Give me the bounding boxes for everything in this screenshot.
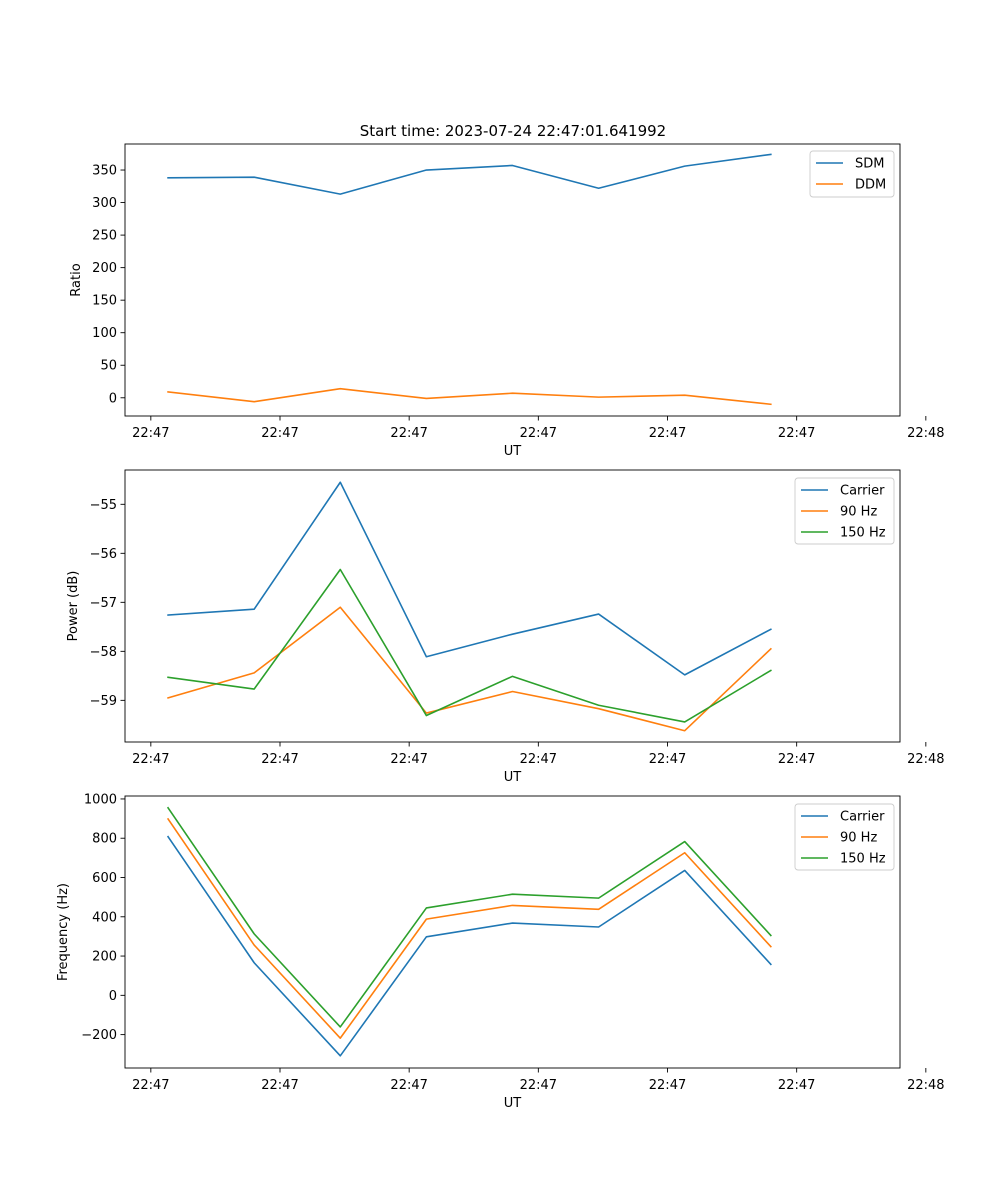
series-line-150-hz xyxy=(167,568,772,723)
legend-label: 90 Hz xyxy=(840,505,877,520)
legend-box xyxy=(794,477,895,545)
legend-label: 90 Hz xyxy=(840,831,877,846)
series-line-90-hz xyxy=(166,817,772,1039)
y-tick-label: 400 xyxy=(92,910,117,925)
legend-label: Carrier xyxy=(840,810,885,825)
y-tick-label: −55 xyxy=(90,498,117,513)
series-line-carrier xyxy=(167,481,772,676)
y-tick-label: 200 xyxy=(92,261,117,276)
y-tick-label: 150 xyxy=(92,294,117,309)
y-axis-label: Power (dB) xyxy=(66,571,81,642)
x-tick-label: 22:48 xyxy=(907,1078,944,1093)
chart-title: Start time: 2023-07-24 22:47:01.641992 xyxy=(360,122,666,140)
x-axis-label: UT xyxy=(504,444,522,459)
y-tick-label: 350 xyxy=(92,164,117,179)
series-line-150-hz xyxy=(166,806,772,1028)
series-line-ddm xyxy=(167,387,772,406)
y-tick-label: 50 xyxy=(100,359,117,374)
x-tick-label: 22:47 xyxy=(778,426,815,441)
panel-3: 22:47 22:47 22:47 22:47 22:47 22:47 22:48 −200 0… xyxy=(56,792,945,1111)
y-tick-label: 1000 xyxy=(84,792,117,807)
legend-label: Carrier xyxy=(840,484,885,499)
legend-label: 150 Hz xyxy=(840,526,886,541)
y-tick-label: 0 xyxy=(109,989,117,1004)
x-tick-label: 22:47 xyxy=(390,752,427,767)
y-tick-label: 200 xyxy=(92,950,117,965)
x-tick-label: 22:47 xyxy=(778,752,815,767)
x-tick-label: 22:47 xyxy=(261,1078,298,1093)
series-line-sdm xyxy=(167,153,772,195)
x-tick-label: 22:47 xyxy=(261,426,298,441)
x-tick-label: 22:47 xyxy=(132,752,169,767)
y-tick-label: −58 xyxy=(90,645,117,660)
axes-frame xyxy=(124,469,901,743)
x-axis-label: UT xyxy=(504,1096,522,1111)
x-tick-label: 22:47 xyxy=(132,426,169,441)
y-tick-label: −57 xyxy=(90,596,117,611)
x-tick-label: 22:47 xyxy=(649,1078,686,1093)
x-tick-label: 22:47 xyxy=(520,752,557,767)
x-tick-label: 22:47 xyxy=(649,426,686,441)
y-tick-label: −56 xyxy=(90,547,117,562)
y-axis-label: Ratio xyxy=(69,263,84,296)
y-tick-label: 100 xyxy=(92,326,117,341)
y-tick-label: 800 xyxy=(92,832,117,847)
y-tick-label: 600 xyxy=(92,871,117,886)
legend-box xyxy=(794,803,895,871)
x-tick-label: 22:47 xyxy=(520,426,557,441)
y-axis-label: Frequency (Hz) xyxy=(56,883,71,981)
series-line-90-hz xyxy=(167,606,772,732)
y-tick-label: 0 xyxy=(109,391,117,406)
legend: SDM DDM xyxy=(809,150,895,198)
y-tick-label: 250 xyxy=(92,229,117,244)
legend-label: 150 Hz xyxy=(840,852,886,867)
y-tick-label: 300 xyxy=(92,196,117,211)
x-tick-label: 22:47 xyxy=(649,752,686,767)
axes-frame xyxy=(124,143,901,417)
x-axis-label: UT xyxy=(504,770,522,785)
x-tick-label: 22:48 xyxy=(907,426,944,441)
x-tick-label: 22:47 xyxy=(390,1078,427,1093)
panel-2: 22:47 22:47 22:47 22:47 22:47 22:47 22:48 −59 −5… xyxy=(66,469,945,785)
legend: Carrier 90 Hz 150 Hz xyxy=(794,477,895,545)
x-tick-label: 22:47 xyxy=(261,752,298,767)
x-tick-label: 22:47 xyxy=(778,1078,815,1093)
x-tick-label: 22:48 xyxy=(907,752,944,767)
legend: Carrier 90 Hz 150 Hz xyxy=(794,803,895,871)
x-tick-label: 22:47 xyxy=(520,1078,557,1093)
legend-label: SDM xyxy=(855,157,884,172)
axes-frame xyxy=(124,795,901,1069)
panels: 22:47 22:47 22:47 22:47 22:47 22:47 22:48 0 50 10… xyxy=(56,143,945,1111)
legend-label: DDM xyxy=(855,178,886,193)
x-tick-label: 22:47 xyxy=(390,426,427,441)
x-tick-label: 22:47 xyxy=(132,1078,169,1093)
y-tick-label: −200 xyxy=(81,1028,117,1043)
panel-1: 22:47 22:47 22:47 22:47 22:47 22:47 22:48 0 50 10… xyxy=(69,143,945,459)
series-line-carrier xyxy=(166,835,772,1057)
y-tick-label: −59 xyxy=(90,694,117,709)
